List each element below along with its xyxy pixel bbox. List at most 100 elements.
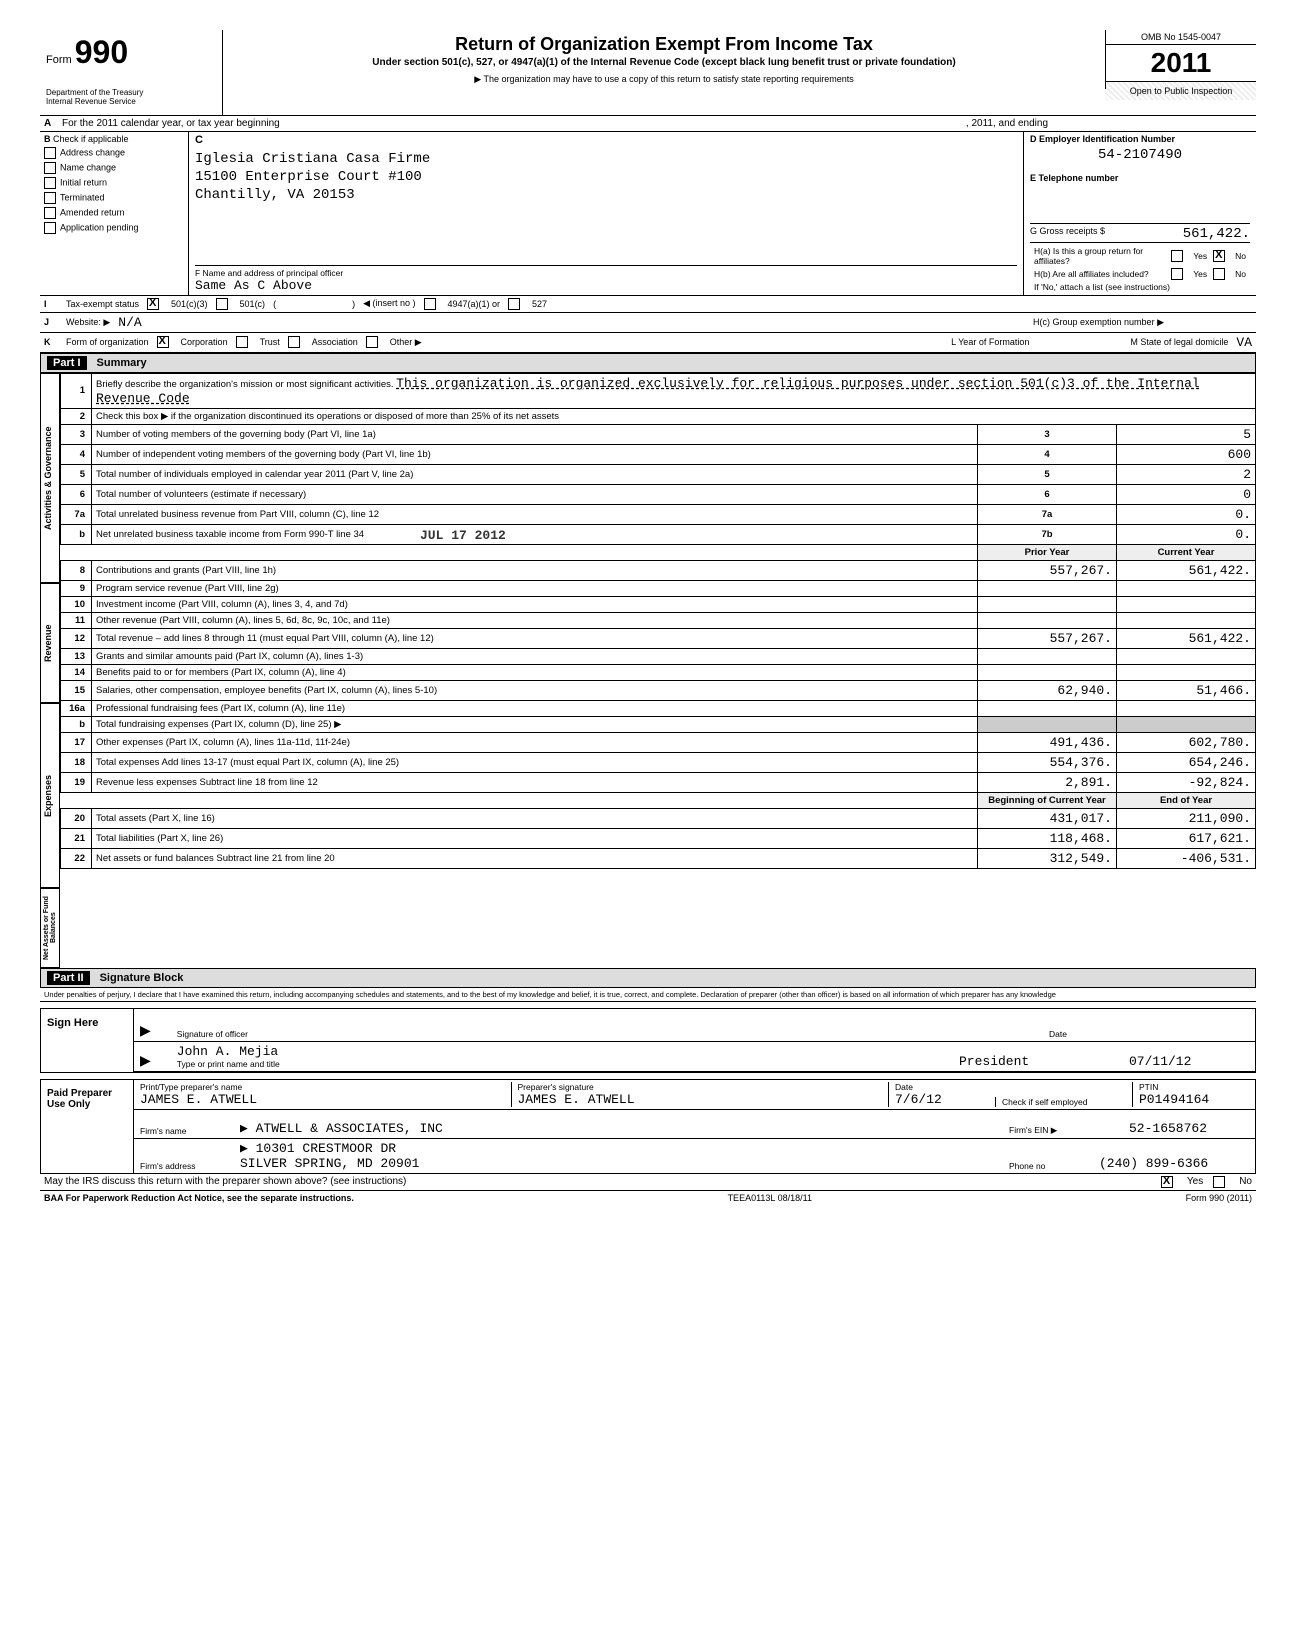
chk-other[interactable]	[366, 336, 378, 348]
part-i-title: Summary	[97, 357, 147, 369]
chk-amended[interactable]	[44, 207, 56, 219]
gov-c-3: 3	[978, 424, 1117, 444]
signer-name: John A. Mejia	[177, 1044, 939, 1059]
gov-v-6: 0	[1117, 484, 1256, 504]
opt-527: 527	[532, 299, 547, 309]
hc-label: H(c) Group exemption number ▶	[1033, 317, 1164, 328]
prep-print-name: JAMES E. ATWELL	[140, 1092, 491, 1107]
chk-name-change[interactable]	[44, 162, 56, 174]
net-c-22: -406,531.	[1117, 848, 1256, 868]
e-label: E Telephone number	[1030, 173, 1250, 183]
exp-n-14: 14	[61, 664, 92, 680]
chk-trust[interactable]	[236, 336, 248, 348]
exp-t-18: Total expenses Add lines 13-17 (must equ…	[92, 752, 978, 772]
opt-501c: 501(c)	[240, 299, 266, 309]
chk-hb-yes[interactable]	[1171, 268, 1183, 280]
opt-4947: 4947(a)(1) or	[448, 299, 501, 309]
exp-t-13: Grants and similar amounts paid (Part IX…	[92, 648, 978, 664]
opt-corporation: Corporation	[181, 337, 228, 347]
row-k: K Form of organization Corporation Trust…	[40, 333, 1256, 353]
exp-n-16a: 16a	[61, 700, 92, 716]
exp-c-17: 602,780.	[1117, 732, 1256, 752]
chk-terminated[interactable]	[44, 192, 56, 204]
chk-association[interactable]	[288, 336, 300, 348]
d-label: D Employer Identification Number	[1030, 134, 1250, 144]
hdr-end: End of Year	[1117, 792, 1256, 808]
exp-t-15: Salaries, other compensation, employee b…	[92, 680, 978, 700]
column-b: B Check if applicable Address change Nam…	[40, 132, 189, 295]
l-label: L Year of Formation	[951, 337, 1029, 347]
sign-here-label: Sign Here	[41, 1009, 134, 1072]
lbl-application-pending: Application pending	[60, 222, 139, 232]
opt-other: Other ▶	[390, 337, 422, 348]
check-list: Address change Name change Initial retur…	[44, 147, 184, 234]
sign-date: 07/11/12	[1129, 1054, 1249, 1069]
firm-name-label: Firm's name	[140, 1126, 220, 1136]
chk-discuss-no[interactable]	[1213, 1176, 1225, 1188]
net-n-22: 22	[61, 848, 92, 868]
gov-v-7a: 0.	[1117, 504, 1256, 524]
net-c-20: 211,090.	[1117, 808, 1256, 828]
discuss-yes: Yes	[1187, 1176, 1203, 1187]
net-p-22: 312,549.	[978, 848, 1117, 868]
rev-t-8: Contributions and grants (Part VIII, lin…	[92, 560, 978, 580]
chk-corporation[interactable]	[157, 336, 169, 348]
chk-initial-return[interactable]	[44, 177, 56, 189]
letter-k: K	[44, 337, 58, 347]
net-n-20: 20	[61, 808, 92, 828]
gov-t-7b: Net unrelated business taxable income fr…	[92, 524, 978, 544]
chk-4947[interactable]	[424, 298, 436, 310]
form-title: Return of Organization Exempt From Incom…	[229, 34, 1099, 55]
part-ii-header: Part II Signature Block	[40, 968, 1256, 988]
g-label: G Gross receipts $	[1030, 226, 1105, 242]
signer-title: President	[959, 1054, 1109, 1069]
firm-name: ▶ ATWELL & ASSOCIATES, INC	[240, 1121, 989, 1136]
exp-p-13	[978, 648, 1117, 664]
gov-v-5: 2	[1117, 464, 1256, 484]
chk-hb-no[interactable]	[1213, 268, 1225, 280]
gross-receipts: 561,422.	[1183, 226, 1250, 242]
rev-c-12: 561,422.	[1117, 628, 1256, 648]
exp-t-16a: Professional fundraising fees (Part IX, …	[92, 700, 978, 716]
firm-ein: 52-1658762	[1129, 1121, 1249, 1136]
row-a-text2: , 2011, and ending	[966, 118, 1048, 129]
opt-501c3: 501(c)(3)	[171, 299, 208, 309]
chk-ha-yes[interactable]	[1171, 250, 1183, 262]
hb-no: No	[1235, 269, 1246, 279]
row-i: I Tax-exempt status 501(c)(3) 501(c) () …	[40, 296, 1256, 313]
perjury-statement: Under penalties of perjury, I declare th…	[40, 988, 1256, 1002]
side-expenses: Expenses	[40, 703, 60, 888]
opt-association: Association	[312, 337, 358, 347]
side-activities: Activities & Governance	[40, 373, 60, 583]
baa-notice: BAA For Paperwork Reduction Act Notice, …	[44, 1193, 354, 1203]
chk-ha-no[interactable]	[1213, 250, 1225, 262]
exp-c-13	[1117, 648, 1256, 664]
discuss-row: May the IRS discuss this return with the…	[40, 1174, 1256, 1191]
net-c-21: 617,621.	[1117, 828, 1256, 848]
chk-discuss-yes[interactable]	[1161, 1176, 1173, 1188]
form-number-box: Form 990 Department of the Treasury Inte…	[40, 30, 223, 115]
exp-p-17: 491,436.	[978, 732, 1117, 752]
chk-527[interactable]	[508, 298, 520, 310]
gov-n-7b: b	[61, 524, 92, 544]
ptin-value: P01494164	[1139, 1092, 1249, 1107]
rev-p-10	[978, 596, 1117, 612]
hc-note: If 'No,' attach a list (see instructions…	[1030, 281, 1250, 293]
exp-c-14	[1117, 664, 1256, 680]
chk-501c[interactable]	[216, 298, 228, 310]
chk-501c3[interactable]	[147, 298, 159, 310]
letter-a: A	[44, 118, 58, 129]
form-number: 990	[75, 34, 128, 70]
exp-p-14	[978, 664, 1117, 680]
chk-application-pending[interactable]	[44, 222, 56, 234]
exp-p-15: 62,940.	[978, 680, 1117, 700]
chk-address-change[interactable]	[44, 147, 56, 159]
lbl-amended: Amended return	[60, 207, 125, 217]
hb-yes: Yes	[1193, 269, 1207, 279]
tax-exempt-label: Tax-exempt status	[66, 299, 139, 309]
exp-n-17: 17	[61, 732, 92, 752]
gov-v-7b: 0.	[1117, 524, 1256, 544]
open-to-public: Open to Public Inspection	[1106, 82, 1256, 100]
check-self-employed: Check if self employed	[1002, 1097, 1088, 1107]
exp-c-16b	[1117, 716, 1256, 732]
